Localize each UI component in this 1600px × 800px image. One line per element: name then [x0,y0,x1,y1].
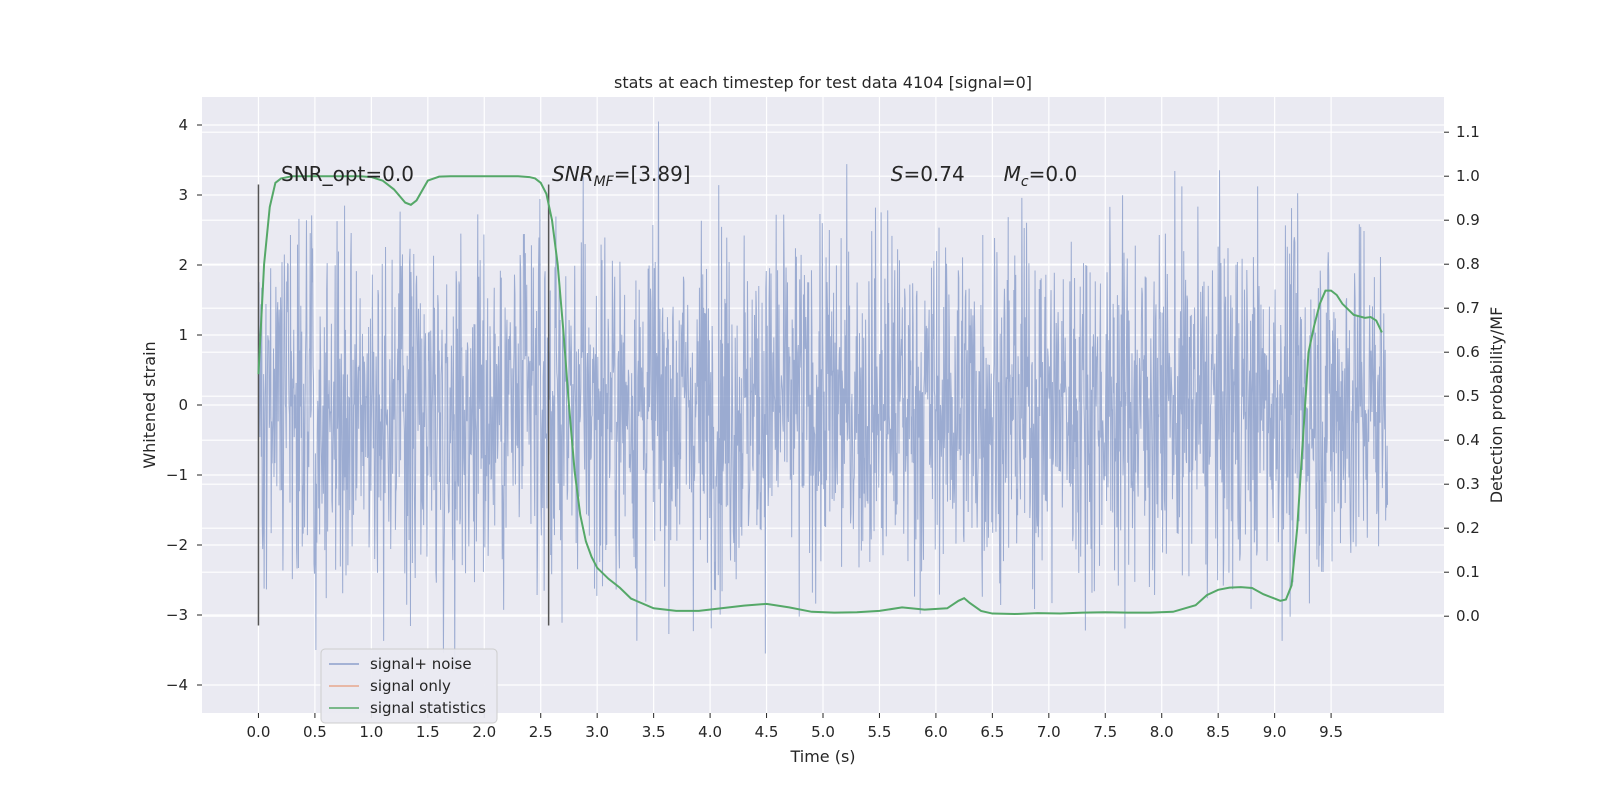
x-tick-label: 7.0 [1037,723,1061,741]
legend-box [320,648,498,724]
y-right-tick-label: 0.5 [1456,387,1480,405]
y-right-tick-labels: 0.0 0.1 0.2 0.3 0.4 0.5 0.6 0.7 0.8 0.9 1.0 1.1 [1444,123,1480,625]
y-tick-label: 0 [178,396,188,414]
legend: signal+ noise signal only signal statist… [320,648,498,724]
x-tick-label: 3.0 [585,723,609,741]
y-right-tick-label: 0.9 [1456,211,1480,229]
y-tick-label: 2 [178,256,188,274]
annotation-0: SNR_opt=0.0 [281,162,414,186]
y-tick-label: −1 [166,466,188,484]
y-right-tick-label: 1.1 [1456,123,1480,141]
y-right-tick-label: 0.0 [1456,607,1480,625]
y-tick-label: −3 [166,606,188,624]
x-tick-label: 5.5 [868,723,892,741]
legend-label-signal-statistics: signal statistics [370,699,486,717]
x-tick-label: 6.5 [980,723,1004,741]
signal-statistics-series [257,175,1383,616]
y-right-tick-label: 0.3 [1456,475,1480,493]
x-tick-label: 8.0 [1150,723,1174,741]
y-right-axis-label: Detection probability/MF [1487,307,1506,504]
y-tick-label: 3 [178,186,188,204]
x-tick-label: 6.0 [924,723,948,741]
x-tick-label: 1.0 [359,723,383,741]
y-right-tick-label: 0.1 [1456,563,1480,581]
x-tick-label: 2.0 [472,723,496,741]
annotation-2: S=0.74 [891,162,965,186]
annotation-1: SNRMF=[3.89] [552,162,691,190]
x-tick-label: 7.5 [1093,723,1117,741]
y-right-tick-label: 0.8 [1456,255,1480,273]
y-right-tick-label: 0.7 [1456,299,1480,317]
y-tick-labels: −4 −3 −2 −1 0 1 2 3 4 [166,116,202,694]
x-tick-labels: 0.0 0.5 1.0 1.5 2.0 2.5 3.0 3.5 4.0 4.5 5.0 5.5 6.0 6… [247,713,1343,741]
y-right-tick-label: 0.2 [1456,519,1480,537]
x-tick-label: 4.5 [755,723,779,741]
vertical-markers [257,184,550,626]
x-axis-label: Time (s) [789,747,855,766]
y-tick-label: −4 [166,676,188,694]
x-tick-label: 1.5 [416,723,440,741]
y-axis-label: Whitened strain [140,341,159,468]
y-right-tick-label: 0.4 [1456,431,1480,449]
y-tick-label: 1 [178,326,188,344]
x-tick-label: 3.5 [642,723,666,741]
legend-label-signal-only: signal only [370,677,451,695]
signal-noise-series [257,121,1389,672]
x-tick-label: 4.0 [698,723,722,741]
y-tick-label: 4 [178,116,188,134]
signal-noise-line [257,121,1389,672]
x-tick-label: 0.0 [247,723,271,741]
x-tick-label: 9.5 [1319,723,1343,741]
x-tick-label: 8.5 [1206,723,1230,741]
x-tick-label: 9.0 [1263,723,1287,741]
x-tick-label: 5.0 [811,723,835,741]
y-right-tick-label: 0.6 [1456,343,1480,361]
x-tick-label: 2.5 [529,723,553,741]
annotation-3: Mc=0.0 [1004,162,1078,190]
signal-statistics-line [257,175,1383,616]
y-tick-label: −2 [166,536,188,554]
y-right-tick-label: 1.0 [1456,167,1480,185]
chart-title: stats at each timestep for test data 410… [614,73,1032,92]
legend-label-signal-noise: signal+ noise [370,655,472,673]
x-tick-label: 0.5 [303,723,327,741]
annotations: SNR_opt=0.0 SNRMF=[3.89] S=0.74 Mc=0.0 [281,162,1077,190]
